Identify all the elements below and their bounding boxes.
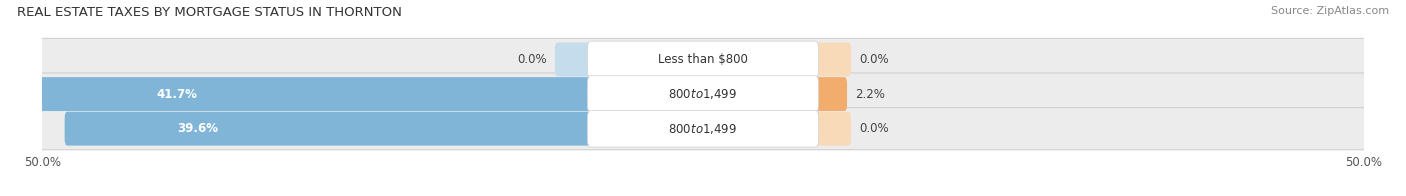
FancyBboxPatch shape xyxy=(813,43,851,76)
FancyBboxPatch shape xyxy=(38,73,1368,115)
Text: 39.6%: 39.6% xyxy=(177,122,219,135)
FancyBboxPatch shape xyxy=(38,108,1368,150)
Text: $800 to $1,499: $800 to $1,499 xyxy=(668,87,738,101)
FancyBboxPatch shape xyxy=(588,110,818,147)
FancyBboxPatch shape xyxy=(555,43,593,76)
Text: 2.2%: 2.2% xyxy=(855,88,884,101)
FancyBboxPatch shape xyxy=(813,77,846,111)
FancyBboxPatch shape xyxy=(37,77,593,111)
FancyBboxPatch shape xyxy=(588,41,818,78)
Text: Source: ZipAtlas.com: Source: ZipAtlas.com xyxy=(1271,6,1389,16)
Text: 0.0%: 0.0% xyxy=(859,53,889,66)
Text: REAL ESTATE TAXES BY MORTGAGE STATUS IN THORNTON: REAL ESTATE TAXES BY MORTGAGE STATUS IN … xyxy=(17,6,402,19)
FancyBboxPatch shape xyxy=(38,38,1368,81)
Text: Less than $800: Less than $800 xyxy=(658,53,748,66)
Text: 0.0%: 0.0% xyxy=(859,122,889,135)
Text: $800 to $1,499: $800 to $1,499 xyxy=(668,122,738,136)
Text: 0.0%: 0.0% xyxy=(517,53,547,66)
Text: 41.7%: 41.7% xyxy=(157,88,198,101)
FancyBboxPatch shape xyxy=(65,112,593,146)
FancyBboxPatch shape xyxy=(588,76,818,113)
FancyBboxPatch shape xyxy=(813,112,851,146)
